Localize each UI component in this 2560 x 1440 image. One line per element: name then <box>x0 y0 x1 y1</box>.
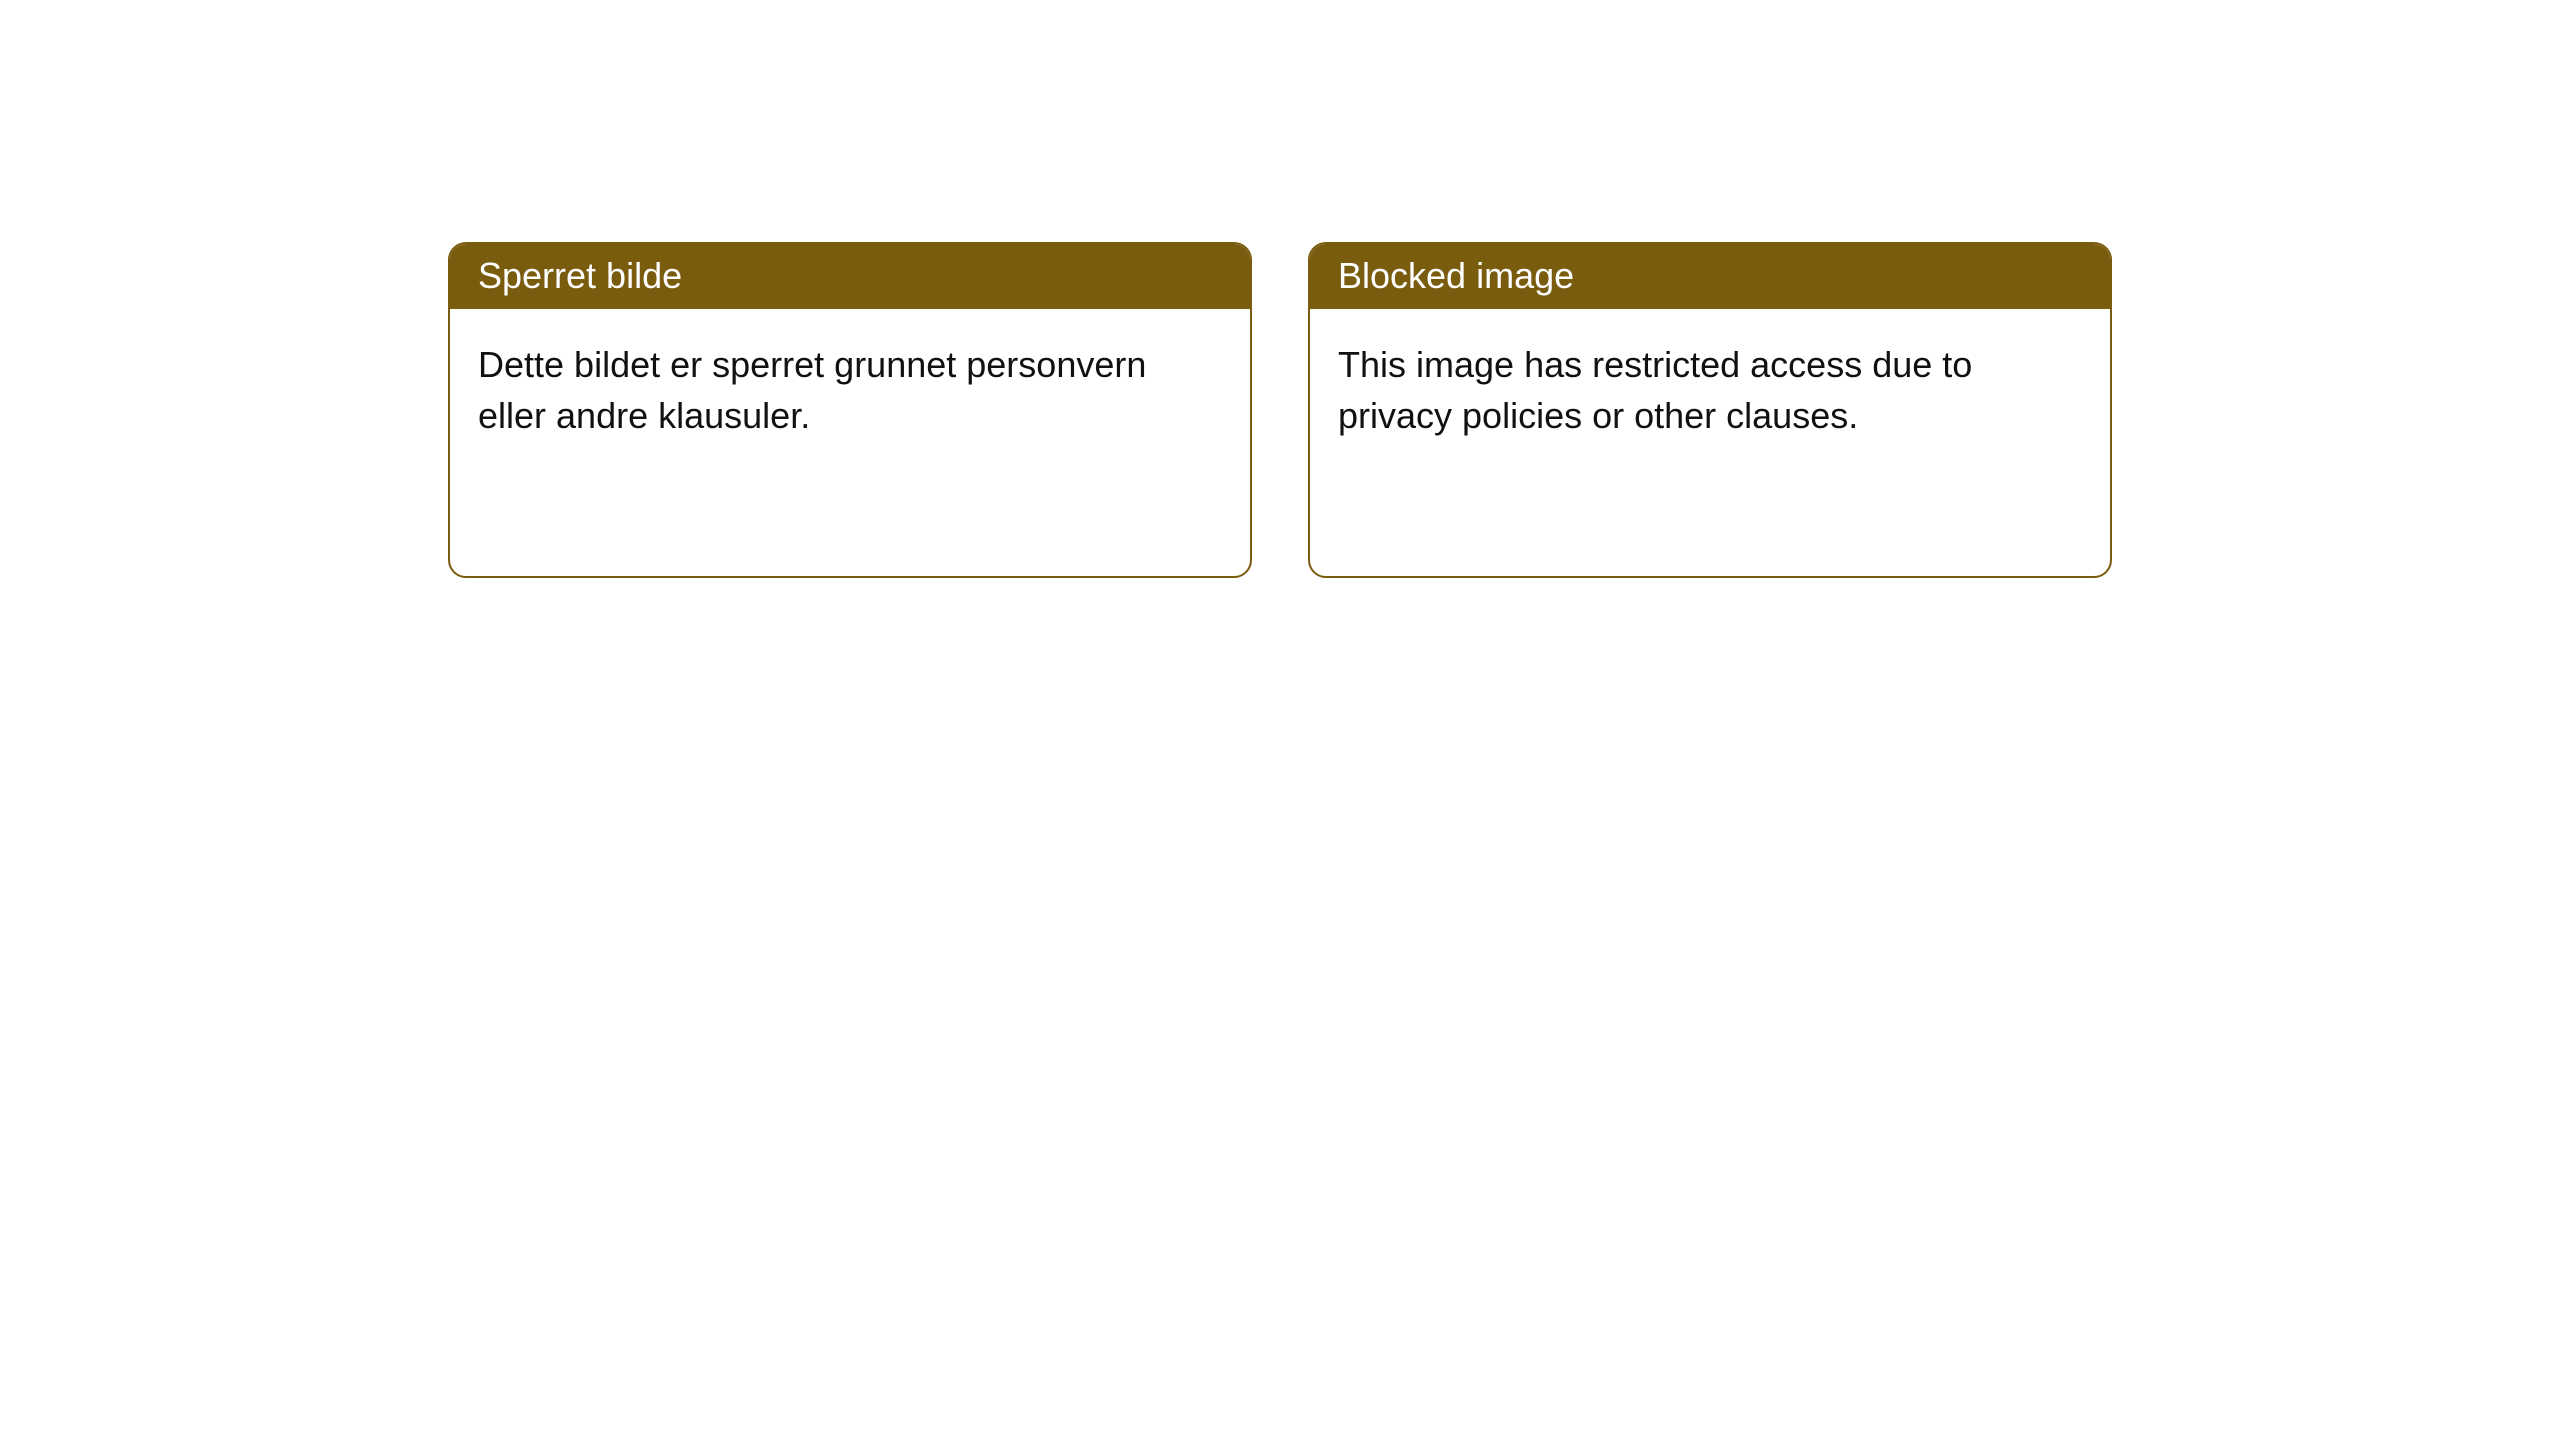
blocked-image-card-no: Sperret bilde Dette bildet er sperret gr… <box>448 242 1252 578</box>
card-body-no: Dette bildet er sperret grunnet personve… <box>450 309 1250 471</box>
blocked-image-card-en: Blocked image This image has restricted … <box>1308 242 2112 578</box>
card-header-no: Sperret bilde <box>450 244 1250 309</box>
card-body-en: This image has restricted access due to … <box>1310 309 2110 471</box>
notice-cards-container: Sperret bilde Dette bildet er sperret gr… <box>0 0 2560 578</box>
card-header-en: Blocked image <box>1310 244 2110 309</box>
